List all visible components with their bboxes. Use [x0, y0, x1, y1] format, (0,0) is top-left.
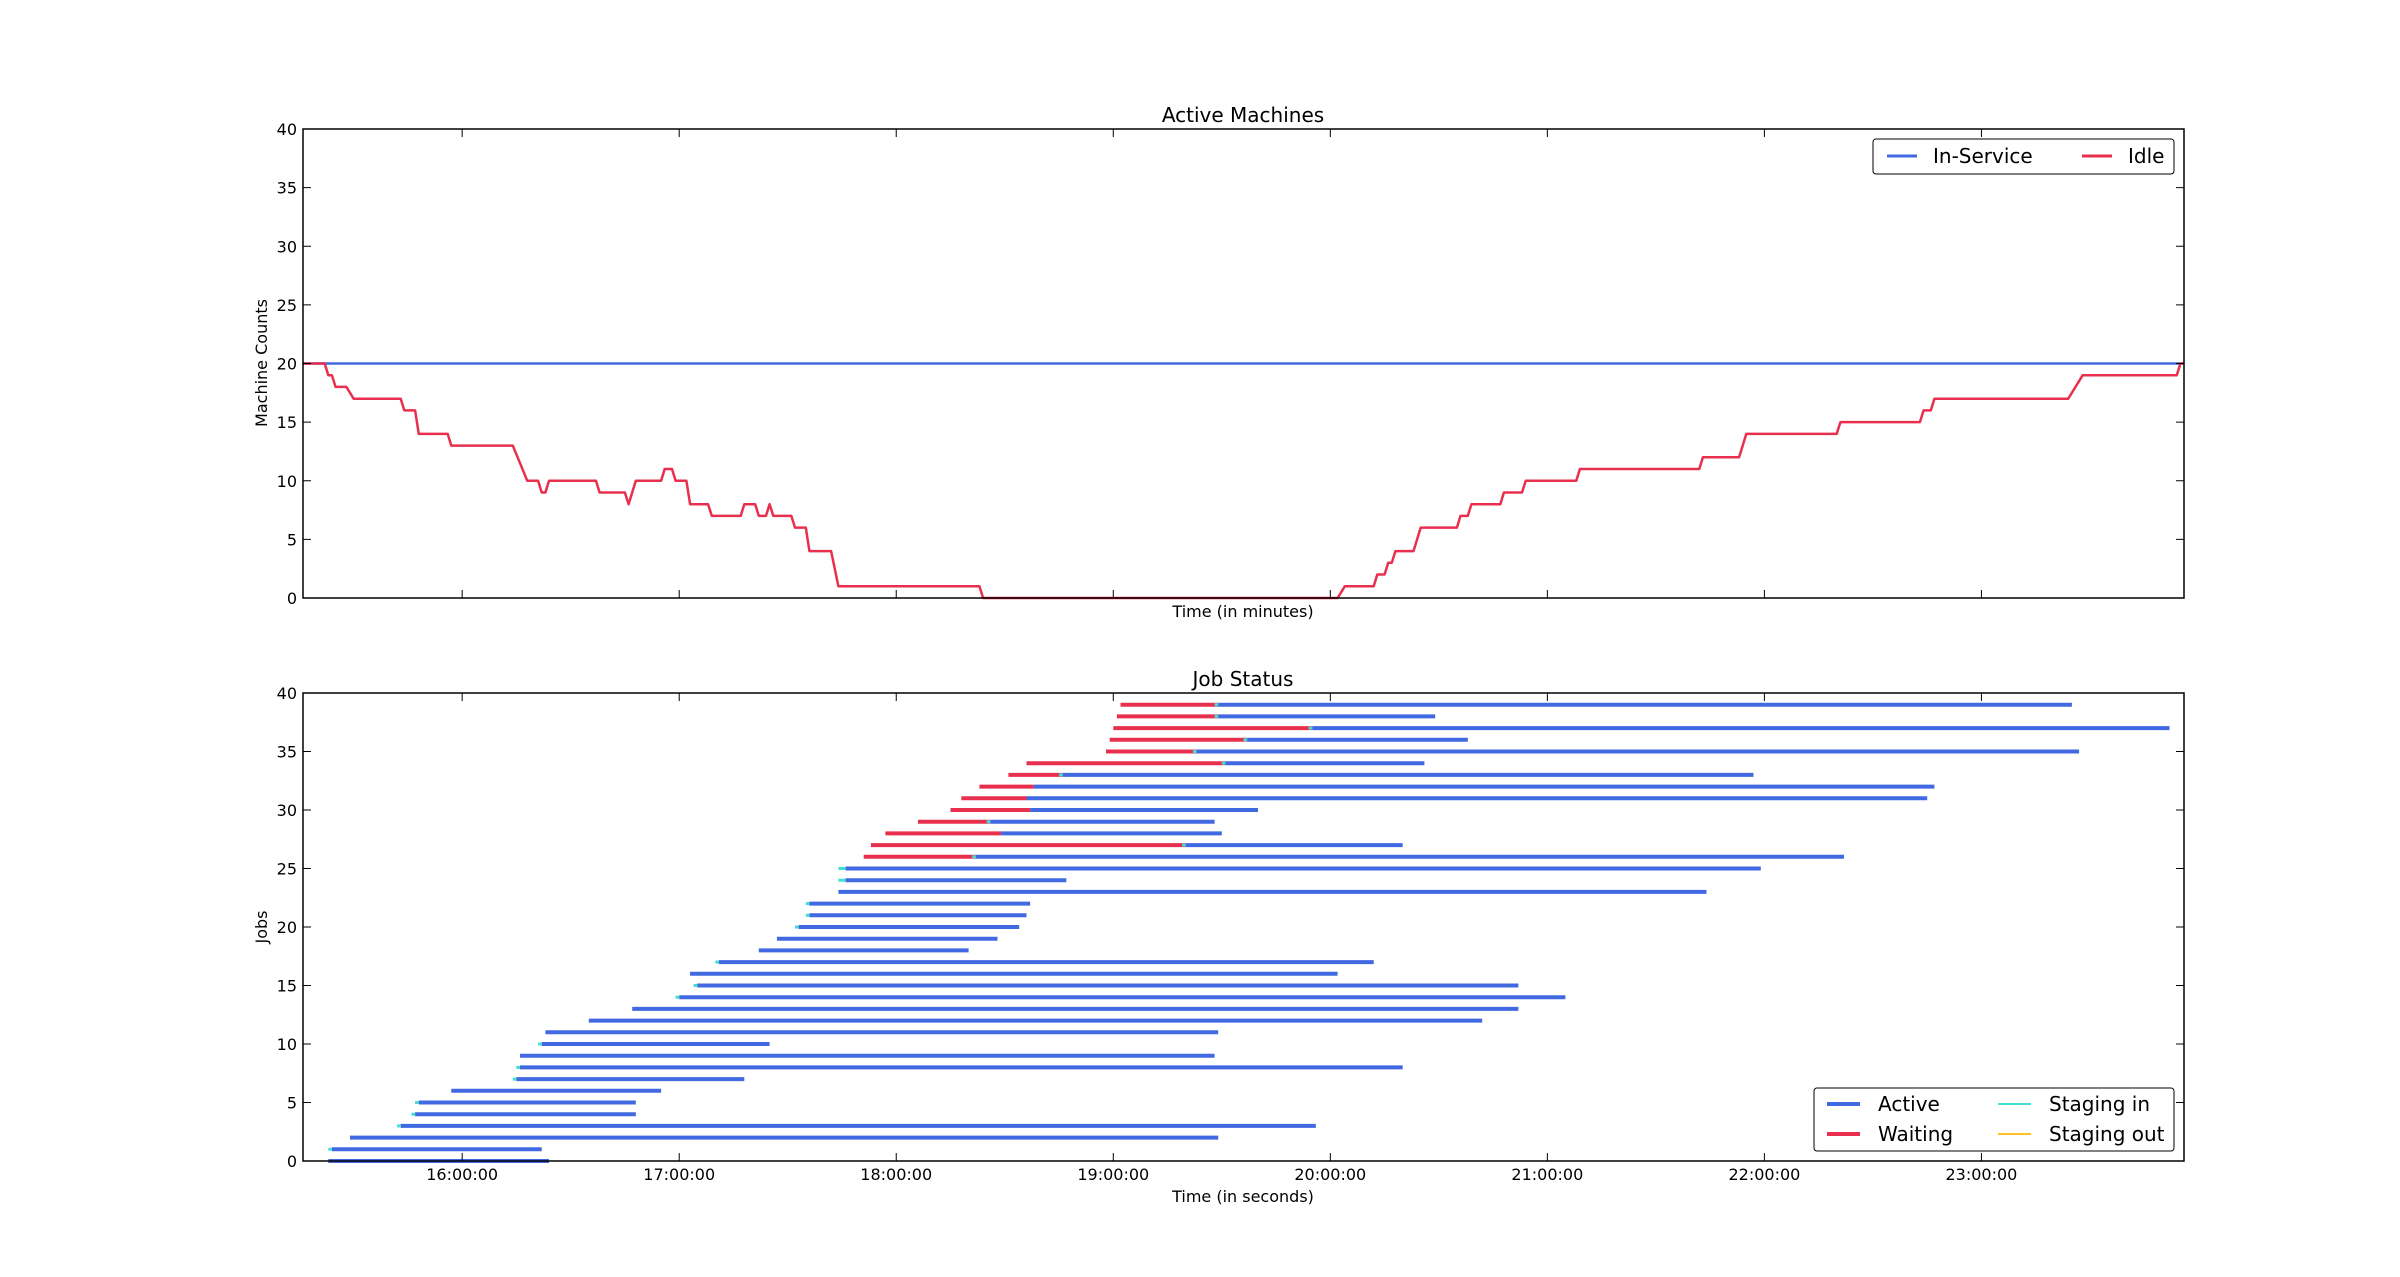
top-legend: In-Service Idle — [1872, 138, 2175, 175]
bottom-x-axis-label: Time (in seconds) — [1171, 1187, 1314, 1206]
active-machines-panel: Active Machines 0 5 10 15 20 25 30 35 40 Time (i… — [252, 103, 2185, 621]
legend-label-waiting: Waiting — [1878, 1122, 1953, 1146]
top-y-tick-label: 30 — [277, 237, 297, 256]
bottom-x-tick-label: 21:00:00 — [1511, 1165, 1583, 1184]
legend-label-in-service: In-Service — [1933, 144, 2033, 168]
top-y-tick-label: 20 — [277, 355, 297, 374]
job-status-panel: Job Status 0 5 10 15 20 25 30 35 40 16:00:00 17:0… — [252, 667, 2185, 1206]
bottom-y-tick-label: 5 — [287, 1094, 297, 1113]
legend-label-idle: Idle — [2128, 144, 2164, 168]
top-legend-box — [1872, 138, 2175, 175]
top-y-tick-label: 35 — [277, 179, 297, 198]
bottom-x-tick-label: 23:00:00 — [1946, 1165, 2018, 1184]
top-y-axis: 0 5 10 15 20 25 30 35 40 — [277, 120, 2184, 608]
legend-label-staging-out: Staging out — [2049, 1122, 2165, 1146]
legend-label-active: Active — [1878, 1092, 1940, 1116]
bottom-x-tick-label: 17:00:00 — [643, 1165, 715, 1184]
top-x-axis-label: Time (in minutes) — [1171, 602, 1313, 621]
bottom-y-tick-label: 35 — [277, 743, 297, 762]
series-line-idle — [303, 362, 2184, 600]
bottom-legend-box — [1813, 1087, 2175, 1152]
top-x-axis — [461, 129, 1982, 598]
legend-label-staging-in: Staging in — [2049, 1092, 2150, 1116]
bottom-x-tick-label: 16:00:00 — [426, 1165, 498, 1184]
bottom-y-tick-label: 25 — [277, 860, 297, 879]
bottom-x-tick-label: 22:00:00 — [1728, 1165, 1800, 1184]
bottom-y-tick-label: 0 — [287, 1152, 297, 1171]
bottom-y-tick-label: 40 — [277, 684, 297, 703]
top-y-axis-label: Machine Counts — [252, 299, 271, 427]
top-y-tick-label: 10 — [277, 472, 297, 491]
bottom-x-tick-label: 18:00:00 — [860, 1165, 932, 1184]
bottom-y-axis-label: Jobs — [252, 911, 271, 945]
bottom-y-tick-label: 20 — [277, 918, 297, 937]
bottom-y-axis: 0 5 10 15 20 25 30 35 40 — [277, 684, 2184, 1171]
top-y-tick-label: 0 — [287, 589, 297, 608]
bottom-x-axis: 16:00:00 17:00:00 18:00:00 19:00:00 20:00:00… — [426, 693, 2017, 1184]
top-y-tick-label: 15 — [277, 413, 297, 432]
top-chart-title: Active Machines — [1162, 103, 1324, 127]
bottom-chart-title: Job Status — [1191, 667, 1294, 691]
bottom-y-tick-label: 30 — [277, 801, 297, 820]
top-y-tick-label: 40 — [277, 120, 297, 139]
bottom-legend: Active Waiting Staging in Staging out — [1813, 1087, 2175, 1152]
bottom-x-tick-label: 20:00:00 — [1294, 1165, 1366, 1184]
top-series-layer — [303, 362, 2184, 600]
bottom-y-tick-label: 10 — [277, 1035, 297, 1054]
top-y-tick-label: 5 — [287, 530, 297, 549]
top-y-tick-label: 25 — [277, 296, 297, 315]
job-bars-layer — [328, 702, 2170, 1163]
bottom-y-tick-label: 15 — [277, 977, 297, 996]
bottom-x-tick-label: 19:00:00 — [1077, 1165, 1149, 1184]
